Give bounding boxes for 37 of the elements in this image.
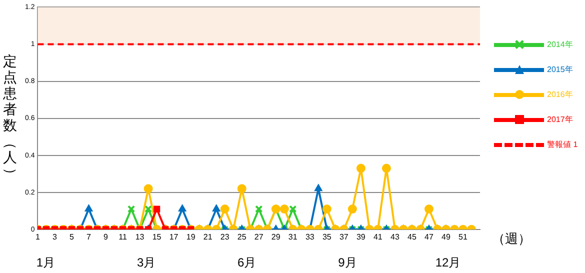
x-tick-label: 5	[70, 232, 75, 242]
x-tick-label: 33	[305, 232, 315, 242]
y-axis-title: 定点患者数（人）	[2, 53, 20, 182]
x-tick-label: 29	[271, 232, 281, 242]
x-tick-label: 27	[254, 232, 264, 242]
x-tick-label: 23	[220, 232, 230, 242]
x-tick-label: 7	[86, 232, 92, 242]
text: 2016年	[547, 89, 573, 100]
x-tick-label: 49	[442, 232, 451, 242]
text: 9月	[338, 255, 357, 270]
x-tick-label: 25	[237, 232, 247, 242]
x-tick-label: 37	[339, 232, 349, 242]
text: 2015年	[547, 64, 573, 75]
x-tick-label: 41	[373, 232, 383, 242]
x-tick-label: 13	[135, 232, 145, 242]
x-tick-label: 35	[322, 232, 332, 242]
x-tick-label: 45	[408, 232, 417, 242]
text: 1月	[36, 255, 56, 270]
x-tick-label: 15	[152, 232, 162, 242]
x-tick-label: 17	[169, 232, 179, 242]
x-tick-label: 3	[52, 232, 58, 242]
text: 3月	[136, 255, 156, 270]
x-tick-label: 39	[356, 232, 366, 242]
text: 2017年	[547, 114, 573, 125]
x-tick-label: 19	[186, 232, 196, 242]
ref-line-label: 警報値 1	[547, 139, 578, 150]
x-tick-label: 11	[118, 232, 128, 242]
x-tick-label: 31	[288, 232, 298, 242]
x-tick-label: 51	[458, 232, 468, 242]
text: 6月	[238, 255, 256, 270]
x-tick-label: 9	[104, 232, 109, 242]
x-tick-label: 47	[424, 232, 434, 242]
x-axis-title: （週）	[492, 230, 531, 246]
x-tick-label: 21	[203, 232, 213, 242]
text: 2014年	[547, 39, 573, 50]
text: 12月	[435, 255, 461, 270]
x-tick-label: 43	[390, 232, 400, 242]
